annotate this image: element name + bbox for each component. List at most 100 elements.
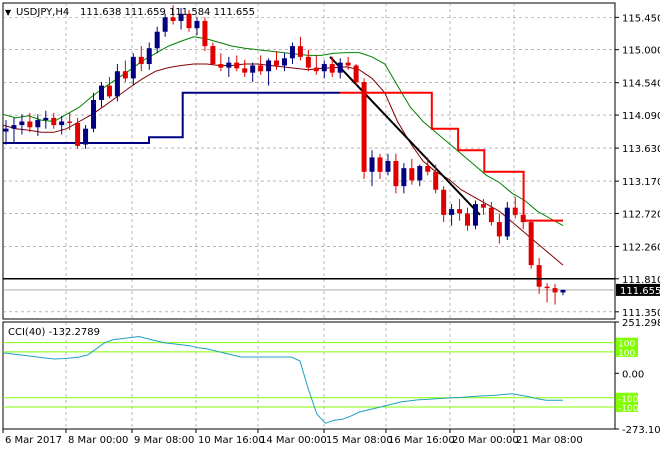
candle[interactable] xyxy=(441,186,447,223)
candle[interactable] xyxy=(560,289,566,296)
candle-body xyxy=(504,207,510,237)
candle-body xyxy=(218,64,224,68)
candle-body xyxy=(154,31,160,49)
candle[interactable] xyxy=(186,10,192,32)
candle[interactable] xyxy=(234,55,240,72)
candle-body xyxy=(465,213,471,226)
cci-line[interactable] xyxy=(2,335,564,424)
candle[interactable] xyxy=(98,82,104,108)
candle[interactable] xyxy=(512,196,518,219)
candle-body xyxy=(401,168,407,187)
candle[interactable] xyxy=(496,213,502,244)
candle[interactable] xyxy=(409,158,415,185)
candle[interactable] xyxy=(11,117,17,144)
candle[interactable] xyxy=(138,46,144,72)
candle[interactable] xyxy=(178,8,184,30)
candle[interactable] xyxy=(75,117,81,149)
price-tick-label: 114.540 xyxy=(622,79,660,90)
menu-triangle-icon[interactable]: ▼ xyxy=(5,8,12,17)
trend-line[interactable] xyxy=(329,56,481,216)
candle-body xyxy=(19,121,25,126)
candle[interactable] xyxy=(425,157,431,176)
candle[interactable] xyxy=(329,56,335,77)
candle[interactable] xyxy=(27,112,33,133)
candle[interactable] xyxy=(305,49,311,72)
candle[interactable] xyxy=(520,209,526,230)
price-tick-label: 113.170 xyxy=(622,177,660,188)
cci-level-tag xyxy=(616,392,638,403)
candle[interactable] xyxy=(226,56,232,77)
candle[interactable] xyxy=(130,53,136,86)
time-tick-label: 21 Mar 08:00 xyxy=(516,435,583,446)
candle[interactable] xyxy=(19,114,25,135)
candle[interactable] xyxy=(202,17,208,52)
candle[interactable] xyxy=(35,114,41,136)
candle[interactable] xyxy=(401,163,407,194)
candle[interactable] xyxy=(250,62,256,82)
candle[interactable] xyxy=(274,51,280,70)
candle[interactable] xyxy=(51,112,57,129)
candle[interactable] xyxy=(488,201,494,226)
candle[interactable] xyxy=(465,207,471,231)
candle[interactable] xyxy=(170,5,176,25)
candle[interactable] xyxy=(337,58,343,79)
candle[interactable] xyxy=(353,64,359,86)
candle[interactable] xyxy=(504,201,510,240)
candle[interactable] xyxy=(43,110,49,129)
candle[interactable] xyxy=(282,53,287,72)
candle[interactable] xyxy=(361,78,367,179)
candlestick-series[interactable] xyxy=(3,5,566,305)
candle[interactable] xyxy=(289,42,295,65)
ma-fast-line xyxy=(2,36,564,227)
candle[interactable] xyxy=(266,58,272,86)
candle[interactable] xyxy=(552,283,558,305)
candle[interactable] xyxy=(194,17,200,36)
candle[interactable] xyxy=(91,92,97,133)
candle[interactable] xyxy=(377,153,383,179)
candle[interactable] xyxy=(528,220,534,269)
candle-body xyxy=(162,17,168,32)
price-tick-label: 112.720 xyxy=(622,209,660,220)
candle[interactable] xyxy=(59,115,65,135)
candle[interactable] xyxy=(297,36,303,61)
candle[interactable] xyxy=(393,153,399,194)
candle[interactable] xyxy=(3,120,9,145)
candle-body xyxy=(266,60,272,72)
candle-body xyxy=(234,62,240,69)
candle-body xyxy=(43,117,49,121)
candle[interactable] xyxy=(449,204,455,226)
candle[interactable] xyxy=(242,59,248,77)
price-axis: 115.450 115.000 114.540 114.090 113.630 113.1… xyxy=(615,13,660,319)
candle[interactable] xyxy=(83,125,89,149)
candle-body xyxy=(385,161,391,172)
candle-body xyxy=(425,166,431,172)
candle[interactable] xyxy=(122,60,128,82)
candle-body xyxy=(289,46,295,59)
candle[interactable] xyxy=(146,42,152,70)
price-tick-label: 111.810 xyxy=(622,275,660,286)
candle[interactable] xyxy=(210,42,216,66)
candle[interactable] xyxy=(480,199,486,215)
candle[interactable] xyxy=(385,153,391,176)
candle-body xyxy=(258,65,264,72)
candle-body xyxy=(345,62,351,66)
candle[interactable] xyxy=(536,257,542,294)
candle[interactable] xyxy=(433,164,439,194)
candle[interactable] xyxy=(218,53,224,72)
candle[interactable] xyxy=(313,55,319,75)
candle[interactable] xyxy=(106,76,112,99)
candle[interactable] xyxy=(162,13,168,37)
candle[interactable] xyxy=(114,64,120,102)
candle[interactable] xyxy=(321,60,327,79)
candle[interactable] xyxy=(417,164,423,187)
candle[interactable] xyxy=(154,26,160,54)
time-tick-label: 10 Mar 16:00 xyxy=(198,435,265,446)
candle[interactable] xyxy=(369,150,375,187)
candle[interactable] xyxy=(67,112,73,131)
candle[interactable] xyxy=(258,55,264,75)
candle[interactable] xyxy=(544,283,550,303)
candle[interactable] xyxy=(345,56,351,70)
candle[interactable] xyxy=(472,200,478,230)
candle[interactable] xyxy=(457,199,463,221)
